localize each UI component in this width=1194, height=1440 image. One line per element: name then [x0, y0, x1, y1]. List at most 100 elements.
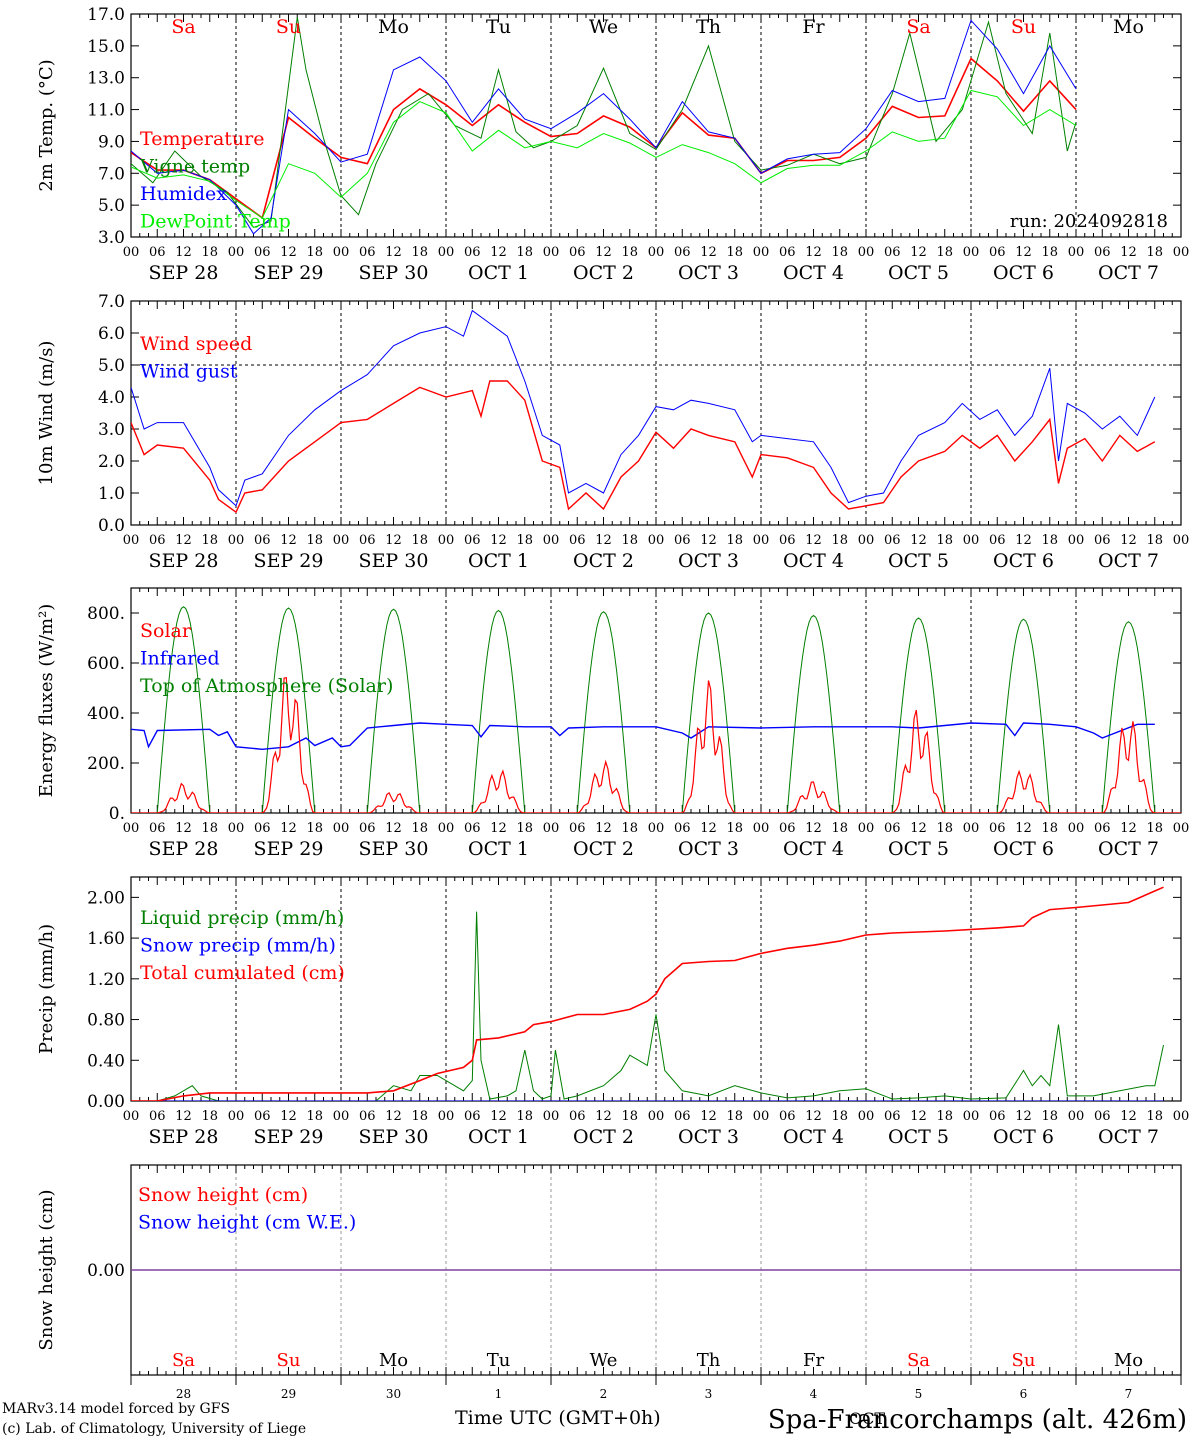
x-hour-label: 00	[438, 533, 455, 548]
bottom-day-number: 7	[1125, 1387, 1133, 1401]
x-hour-label: 18	[306, 533, 323, 548]
x-date-label: OCT 7	[1098, 550, 1159, 572]
series-line-humidex	[131, 19, 1077, 235]
legend-entry: Total cumulated (cm)	[140, 962, 345, 984]
bottom-day-number: 30	[386, 1387, 401, 1401]
y-tick-label: 9.0	[98, 132, 125, 152]
x-date-label: OCT 6	[993, 262, 1054, 284]
x-hour-label: 12	[280, 533, 297, 548]
series-group	[131, 309, 1156, 514]
x-hour-label: 18	[621, 1109, 638, 1124]
x-hour-label: 18	[201, 533, 218, 548]
bottom-day-number: 2	[600, 1387, 608, 1401]
x-hour-label: 18	[726, 245, 743, 260]
x-hour-label: 12	[805, 821, 822, 836]
bottom-day-name-label: Fr	[803, 1350, 824, 1371]
x-hour-label: 06	[779, 245, 796, 260]
x-hour-label: 00	[963, 1109, 980, 1124]
x-hour-label: 06	[569, 1109, 586, 1124]
x-hour-label: 06	[464, 245, 481, 260]
x-hour-label: 18	[306, 245, 323, 260]
series-line-liquid-precip-mm-h-	[131, 911, 1164, 1101]
day-name-label: Mo	[1113, 16, 1144, 38]
bottom-day-name-label: We	[590, 1350, 618, 1371]
x-hour-label: 00	[648, 245, 665, 260]
x-date-label: SEP 28	[149, 838, 219, 860]
x-date-label: OCT 4	[783, 262, 844, 284]
x-hour-label: 06	[359, 821, 376, 836]
x-date-label: OCT 1	[468, 838, 529, 860]
y-tick-label: 7.0	[98, 164, 125, 184]
x-hour-label: 00	[753, 245, 770, 260]
x-hour-label: 00	[333, 821, 350, 836]
legend-entry: Temperature	[140, 128, 264, 150]
day-name-label: Fr	[802, 16, 825, 38]
series-group	[131, 606, 1181, 813]
x-hour-label: 06	[884, 821, 901, 836]
x-hour-label: 18	[516, 245, 533, 260]
legend-entry: Vigne temp	[139, 156, 250, 178]
x-hour-label: 06	[569, 533, 586, 548]
x-hour-label: 06	[464, 533, 481, 548]
x-date-label: SEP 28	[149, 1126, 219, 1148]
x-hour-label: 06	[149, 821, 166, 836]
x-hour-label: 18	[411, 245, 428, 260]
series-line-dewpoint-temp	[131, 89, 1077, 219]
x-hour-label: 12	[175, 821, 192, 836]
x-hour-label: 18	[1146, 533, 1163, 548]
x-hour-label: 12	[1015, 821, 1032, 836]
x-hour-label: 06	[254, 533, 271, 548]
x-hour-label: 00	[228, 821, 245, 836]
x-hour-label: 12	[1120, 1109, 1137, 1124]
x-date-label: SEP 30	[359, 550, 429, 572]
series-line-total-cumulated-cm-	[131, 886, 1164, 1101]
series-line-infrared	[131, 722, 1155, 751]
y-tick-label: 0.	[109, 804, 125, 824]
panel-wind: 0.0 1.0 2.0 3.0 4.0 5.0 6.0 7.0 10m Wind (m/s) 00…	[36, 292, 1189, 572]
x-hour-label: 06	[674, 245, 691, 260]
bottom-day-number: 28	[176, 1387, 191, 1401]
month-label: OCT	[849, 1409, 885, 1428]
x-hour-label: 06	[884, 533, 901, 548]
x-hour-label: 06	[359, 245, 376, 260]
x-hour-label: 06	[464, 821, 481, 836]
x-hour-label: 00	[753, 533, 770, 548]
x-hour-label: 12	[1120, 821, 1137, 836]
bottom-day-name-label: Sa	[172, 1350, 195, 1371]
x-hour-label: 12	[490, 245, 507, 260]
station-title: Spa-Francorchamps (alt. 426m)	[768, 1405, 1187, 1435]
series-line-top-of-atmosphere-solar-	[131, 606, 1181, 813]
x-hour-label: 12	[805, 245, 822, 260]
x-hour-label: 06	[569, 821, 586, 836]
x-hour-label: 12	[385, 821, 402, 836]
x-hour-label: 00	[1173, 245, 1190, 260]
y-tick-label: 0.0	[98, 516, 125, 536]
x-date-label: OCT 2	[573, 262, 634, 284]
x-hour-label: 06	[254, 1109, 271, 1124]
x-hour-label: 00	[123, 533, 140, 548]
series-line-solar	[131, 676, 1181, 813]
x-hour-label: 06	[359, 533, 376, 548]
x-hour-label: 12	[1015, 1109, 1032, 1124]
x-hour-label: 00	[543, 821, 560, 836]
y-tick-label: 6.0	[98, 324, 125, 344]
x-hour-label: 18	[831, 533, 848, 548]
x-hour-label: 00	[228, 245, 245, 260]
x-hour-label: 06	[674, 533, 691, 548]
x-hour-label: 00	[333, 245, 350, 260]
panel-flux: 0. 200. 400. 600. 800. Energy fluxes (W/m²) 00…	[36, 587, 1189, 860]
series-line-vigne-temp	[131, 17, 1077, 228]
bottom-day-name-label: Su	[1012, 1350, 1036, 1371]
x-hour-label: 06	[989, 821, 1006, 836]
legend-entry: Liquid precip (mm/h)	[140, 907, 344, 929]
y-axis-label: Energy fluxes (W/m²)	[36, 604, 57, 798]
x-hour-label: 18	[411, 1109, 428, 1124]
y-tick-label: 600.	[87, 654, 125, 674]
x-hour-label: 12	[490, 821, 507, 836]
x-hour-label: 00	[963, 533, 980, 548]
x-hour-label: 18	[726, 1109, 743, 1124]
x-date-label: OCT 5	[888, 1126, 949, 1148]
x-hour-label: 12	[385, 245, 402, 260]
x-hour-label: 18	[1041, 1109, 1058, 1124]
